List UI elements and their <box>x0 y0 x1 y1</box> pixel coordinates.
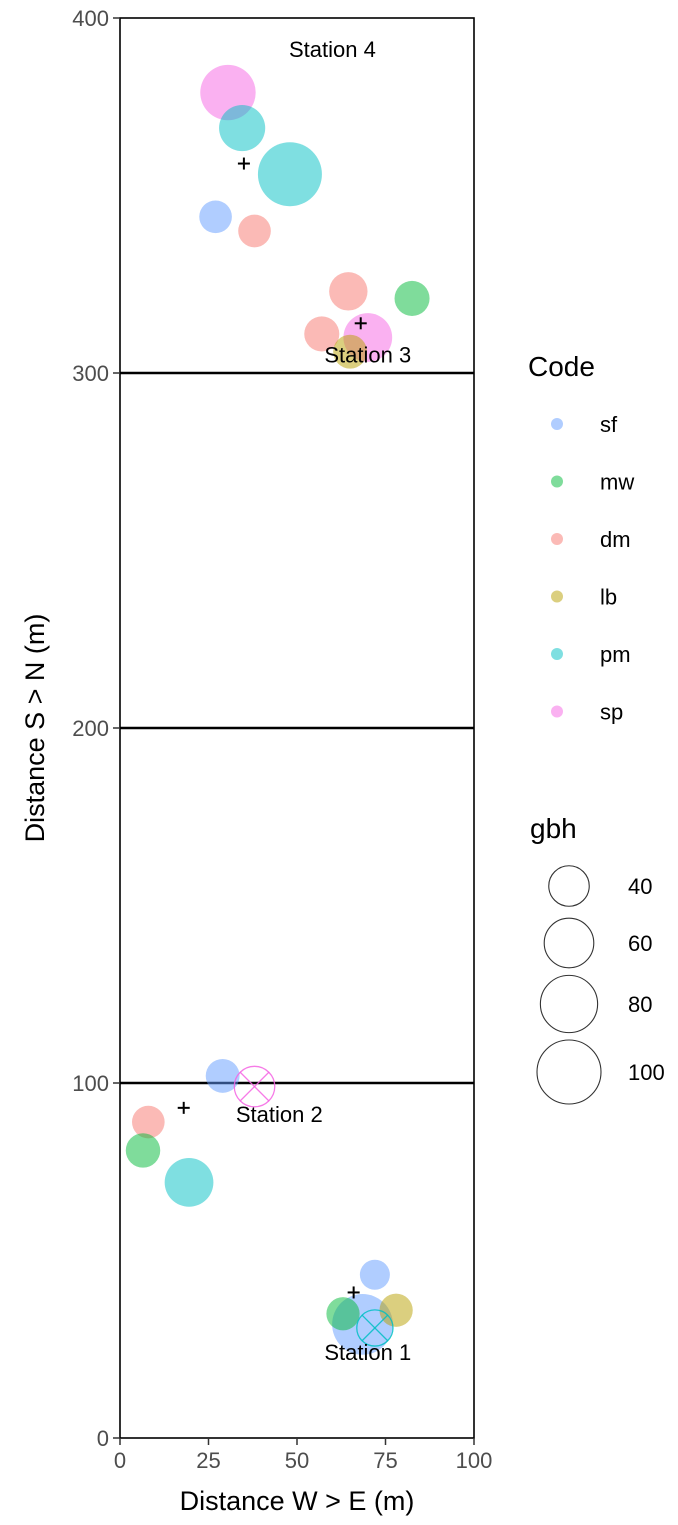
code-legend: Code sf mw dm lb pm sp <box>528 351 634 725</box>
x-tick-label: 100 <box>456 1448 493 1473</box>
code-legend-label: dm <box>600 527 631 552</box>
point-mw <box>326 1297 359 1330</box>
x-tick-label: 0 <box>114 1448 126 1473</box>
code-legend-key-lb <box>551 591 563 603</box>
station-center-marker <box>238 158 250 170</box>
point-pm <box>165 1158 214 1207</box>
code-legend-label: pm <box>600 642 631 667</box>
y-tick-label: 0 <box>97 1426 109 1451</box>
size-legend-label: 100 <box>628 1060 665 1085</box>
code-legend-key-pm <box>551 648 563 660</box>
dead-tree-point-sp <box>234 1066 274 1106</box>
code-legend-key-mw <box>551 476 563 488</box>
y-tick-label: 100 <box>72 1071 109 1096</box>
size-legend-label: 80 <box>628 992 652 1017</box>
x-tick-label: 75 <box>373 1448 397 1473</box>
station-center-marker <box>178 1102 190 1114</box>
code-legend-key-dm <box>551 533 563 545</box>
y-tick-label: 300 <box>72 361 109 386</box>
point-dm <box>329 272 367 310</box>
code-legend-label: mw <box>600 470 634 495</box>
code-legend-label: sf <box>600 412 618 437</box>
size-legend-label: 60 <box>628 931 652 956</box>
point-dm <box>238 215 271 248</box>
point-dm <box>132 1106 165 1139</box>
point-sf <box>360 1260 390 1290</box>
y-tick-label: 400 <box>72 6 109 31</box>
size-legend-key-80 <box>540 975 597 1032</box>
size-legend-key-40 <box>549 866 589 906</box>
y-tick-label: 200 <box>72 716 109 741</box>
size-legend-label: 40 <box>628 874 652 899</box>
point-pm <box>219 105 265 151</box>
point-lb <box>379 1294 412 1327</box>
size-legend-title: gbh <box>530 813 577 844</box>
size-legend-key-100 <box>537 1040 601 1104</box>
code-legend-key-sf <box>551 418 563 430</box>
point-sf <box>199 200 232 233</box>
station-label: Station 2 <box>236 1102 323 1127</box>
station-label: Station 3 <box>324 342 411 367</box>
station-boundaries <box>120 373 474 1083</box>
point-mw <box>395 281 430 316</box>
code-legend-title: Code <box>528 351 595 382</box>
code-legend-label: sp <box>600 700 623 725</box>
code-legend-label: lb <box>600 585 617 610</box>
point-pm <box>258 142 322 206</box>
point-mw <box>126 1133 160 1167</box>
station-label: Station 1 <box>324 1340 411 1365</box>
x-tick-label: 50 <box>285 1448 309 1473</box>
code-legend-key-sp <box>551 706 563 718</box>
x-tick-label: 25 <box>196 1448 220 1473</box>
size-legend: gbh 40 60 80 100 <box>530 813 665 1104</box>
data-points <box>126 65 430 1355</box>
station-label: Station 4 <box>289 37 376 62</box>
x-axis-title: Distance W > E (m) <box>180 1486 415 1516</box>
size-legend-key-60 <box>544 918 594 968</box>
y-axis-title: Distance S > N (m) <box>20 614 50 843</box>
